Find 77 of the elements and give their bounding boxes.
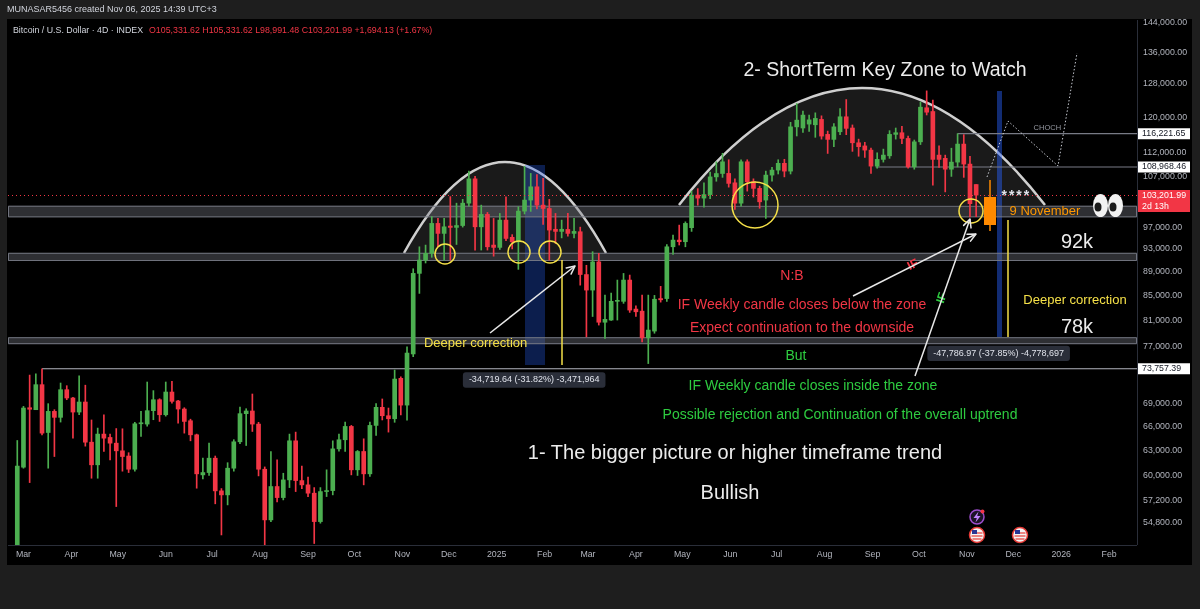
data-label: 108,968.46 — [1142, 161, 1187, 172]
annotation: But — [785, 346, 807, 363]
band-label: 9 November — [1009, 203, 1082, 219]
y-tick-label: 60,000.00 — [1143, 469, 1183, 480]
data-label: 116,221.65 — [1142, 128, 1186, 139]
y-tick-label: 54,800.00 — [1143, 516, 1183, 527]
x-tick-label: Feb — [537, 548, 553, 559]
data-label: 73,757.39 — [1142, 363, 1182, 374]
y-tick-label: 136,000.00 — [1143, 46, 1188, 57]
annotation: **** — [1001, 186, 1032, 203]
x-tick-label: Nov — [394, 548, 411, 559]
candlestick — [559, 219, 564, 239]
annotation: Possible rejection and Continuation of the overall uptrend — [662, 405, 1018, 422]
y-tick-label: 66,000.00 — [1143, 420, 1183, 431]
band-label: 78k — [1060, 314, 1095, 337]
y-tick-label: 128,000.00 — [1143, 78, 1188, 89]
candlestick — [441, 218, 447, 261]
annotation: Deeper correction — [423, 334, 528, 350]
y-tick-label: 89,000.00 — [1143, 266, 1183, 277]
band-label: 92k — [1060, 230, 1095, 253]
x-tick-label: Jun — [723, 548, 738, 559]
text: Bitcoin / U.S. Dollar · 4D · INDEX — [13, 25, 144, 36]
x-tick-label: Aug — [816, 548, 833, 559]
text: MUNASAR5456 created Nov 06, 2025 14:39 UTC+3 — [7, 4, 217, 15]
y-tick-label: 63,000.00 — [1143, 444, 1183, 455]
x-tick-label: Apr — [629, 548, 643, 559]
x-tick-label: May — [673, 548, 692, 559]
candlestick — [571, 218, 577, 239]
candlestick — [676, 224, 682, 246]
y-tick-label: 144,000.00 — [1143, 17, 1188, 28]
x-tick-label: Nov — [959, 548, 976, 559]
x-tick-label: Jul — [206, 548, 218, 559]
y-tick-label: 69,000.00 — [1143, 397, 1183, 408]
x-tick-label: May — [109, 548, 127, 559]
y-tick-label: 93,000.00 — [1143, 243, 1183, 254]
candlestick — [447, 196, 453, 261]
annotation: -47,786.97 (-37.85%) -4,778,697 — [933, 347, 1064, 358]
y-tick-label: 97,000.00 — [1143, 221, 1183, 232]
candlestick — [794, 103, 800, 137]
x-tick-label: Apr — [64, 548, 79, 559]
x-tick-label: Oct — [912, 548, 927, 559]
x-tick-label: 2026 — [1051, 548, 1072, 559]
x-tick-label: Feb — [1101, 548, 1117, 559]
candlestick — [602, 294, 608, 339]
candlestick — [565, 213, 571, 237]
text: O105,331.62 H105,331.62 L98,991.48 C103,201.99 +1,694.13 (+1.67%) — [149, 25, 433, 36]
annotation: IF Weekly candle closes inside the zone — [688, 376, 938, 393]
x-tick-label: 2025 — [486, 548, 507, 559]
annotation: IF Weekly candle closes below the zone — [677, 295, 927, 312]
x-tick-label: Dec — [1005, 548, 1022, 559]
y-tick-label: 85,000.00 — [1143, 289, 1183, 300]
y-tick-label: 107,000.00 — [1143, 170, 1188, 181]
annotation: N:B — [780, 266, 804, 283]
x-tick-label: Sep — [864, 548, 881, 559]
ref-line-label: 103,201.99 2d 13h — [1142, 189, 1187, 211]
y-tick-label: 81,000.00 — [1143, 314, 1183, 325]
x-tick-label: Aug — [252, 548, 269, 559]
y-tick-label: 57,200.00 — [1143, 494, 1183, 505]
annotation: Deeper correction — [1023, 291, 1127, 307]
x-tick-label: Jul — [771, 548, 783, 559]
annotation: -34,719.64 (-31.82%) -3,471,964 — [468, 374, 600, 385]
candlestick — [243, 408, 249, 446]
annotation: 1- The bigger picture or higher timeframe trend — [527, 440, 943, 463]
annotation: Bullish — [700, 480, 760, 503]
x-tick-label: Jun — [158, 548, 173, 559]
annotation: 2- ShortTerm Key Zone to Watch — [743, 58, 1027, 81]
y-tick-label: 112,000.00 — [1143, 147, 1187, 158]
annotation: IF — [904, 255, 921, 274]
x-tick-label: Dec — [440, 548, 458, 559]
x-tick-label: Sep — [300, 548, 316, 559]
y-tick-label: 120,000.00 — [1143, 111, 1188, 122]
candlestick — [138, 411, 144, 437]
x-tick-label: Oct — [347, 548, 362, 559]
x-tick-label: Mar — [15, 548, 32, 559]
x-tick-label: Mar — [580, 548, 596, 559]
y-tick-label: 77,000.00 — [1143, 340, 1183, 351]
annotation: Expect continuation to the downside — [689, 318, 915, 335]
